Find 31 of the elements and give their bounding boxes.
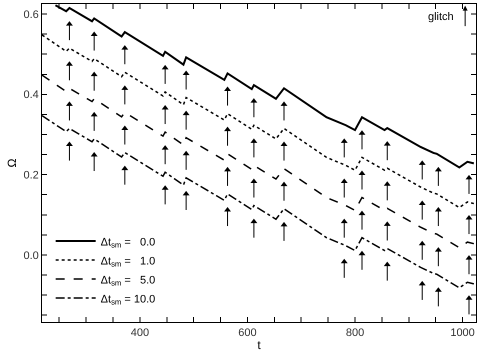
x-tick-label: 600 (238, 327, 257, 340)
legend-label: Δt$_{sm}$ = 10.0 (100, 293, 156, 307)
y-tick-label: 0.4 (24, 89, 39, 102)
legend-label: Δt$_{sm}$ = 0.0 (100, 236, 156, 250)
point (466, 255, 472, 260)
point (466, 295, 472, 300)
point (358, 130, 366, 135)
annotation: glitch (428, 11, 454, 23)
point (224, 206, 231, 212)
point (280, 142, 288, 146)
point (280, 101, 288, 106)
point (224, 166, 231, 172)
point (224, 126, 231, 132)
point (224, 86, 231, 92)
x-tick-label: 800 (346, 327, 364, 340)
legend-label: Δt$_{sm}$ = 1.0 (100, 255, 156, 269)
y-tick-label: 0.0 (24, 250, 39, 262)
x-tick-label: 1000 (450, 327, 475, 340)
point (358, 250, 366, 256)
legend-label: Δt$_{sm}$ = 5.0 (100, 274, 156, 288)
y-axis-title: Ω (4, 158, 19, 168)
x-tick-label: 400 (130, 327, 150, 340)
point (280, 222, 288, 226)
y-tick-label: 0.2 (24, 169, 39, 182)
y-tick-label: 0.6 (24, 8, 39, 21)
x-axis-title: t (257, 338, 262, 352)
point (358, 170, 366, 175)
point (280, 182, 288, 186)
point (466, 174, 472, 180)
point (358, 210, 366, 216)
point (466, 215, 472, 220)
